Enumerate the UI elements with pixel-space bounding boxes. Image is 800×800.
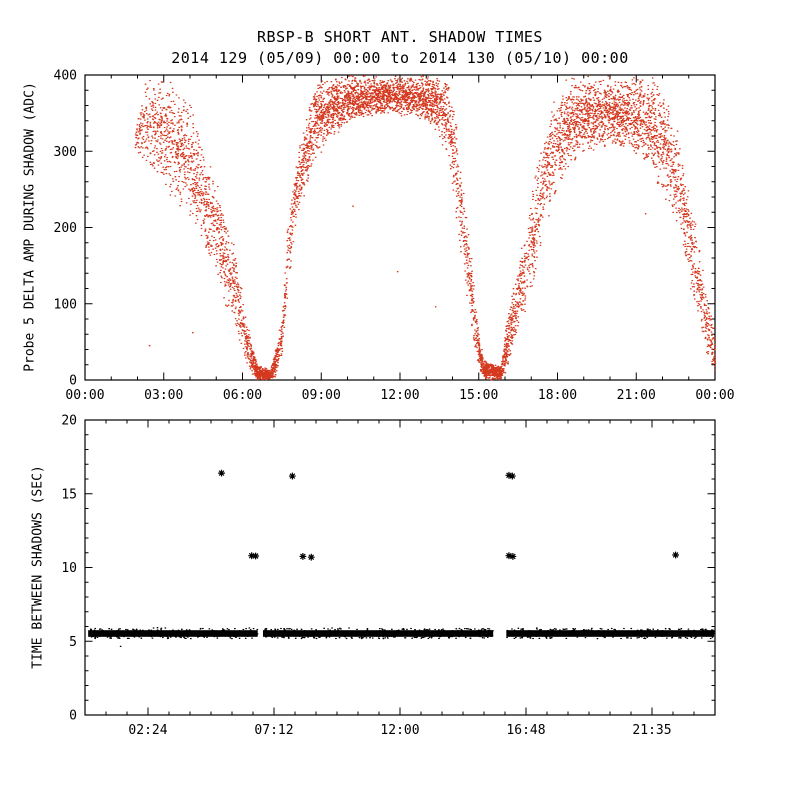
y-tick-label: 300 <box>54 145 77 160</box>
time-between-shadows-scatter: 02:24 07:12 12:00 16:48 21:35 0 5 10 15 20 <box>61 414 716 738</box>
x-tick-label: 00:00 <box>65 388 104 403</box>
plot-frame <box>84 74 716 381</box>
x-tick-label: 09:00 <box>302 388 341 403</box>
chart-title: RBSP-B SHORT ANT. SHADOW TIMES <box>257 28 543 46</box>
plot-frame <box>84 419 716 716</box>
y-tick-label: 10 <box>61 561 77 576</box>
x-tick-label: 12:00 <box>380 723 419 738</box>
x-tick-label: 06:00 <box>223 388 262 403</box>
y-tick-label: 5 <box>69 635 77 650</box>
axis-ticks <box>84 419 716 716</box>
shadow-interval-band <box>262 630 494 637</box>
y-tick-label: 100 <box>54 297 77 312</box>
x-tick-label: 21:35 <box>632 723 671 738</box>
y-tick-label: 400 <box>54 69 77 84</box>
x-tick-label: 07:12 <box>254 723 293 738</box>
y-tick-label: 15 <box>61 487 77 502</box>
x-tick-label: 12:00 <box>380 388 419 403</box>
outlier-asterisks <box>218 469 680 561</box>
shadow-interval-band <box>506 630 715 637</box>
data-points <box>134 75 717 381</box>
x-tick-label: 00:00 <box>695 388 734 403</box>
probe5-delta-amp-scatter: 00:00 03:00 06:00 09:00 12:00 15:00 18:00 21:00… <box>54 69 735 404</box>
data-points <box>89 627 716 648</box>
chart-subtitle: 2014 129 (05/09) 00:00 to 2014 130 (05/1… <box>171 49 629 67</box>
x-tick-label: 18:00 <box>538 388 577 403</box>
y-tick-label: 200 <box>54 221 77 236</box>
y-tick-label: 0 <box>69 709 77 724</box>
y-tick-label: 20 <box>61 414 77 429</box>
x-tick-label: 02:24 <box>128 723 167 738</box>
y-tick-label: 0 <box>69 374 77 389</box>
x-tick-label: 21:00 <box>617 388 656 403</box>
x-tick-label: 16:48 <box>506 723 545 738</box>
x-tick-label: 15:00 <box>459 388 498 403</box>
x-tick-label: 03:00 <box>144 388 183 403</box>
